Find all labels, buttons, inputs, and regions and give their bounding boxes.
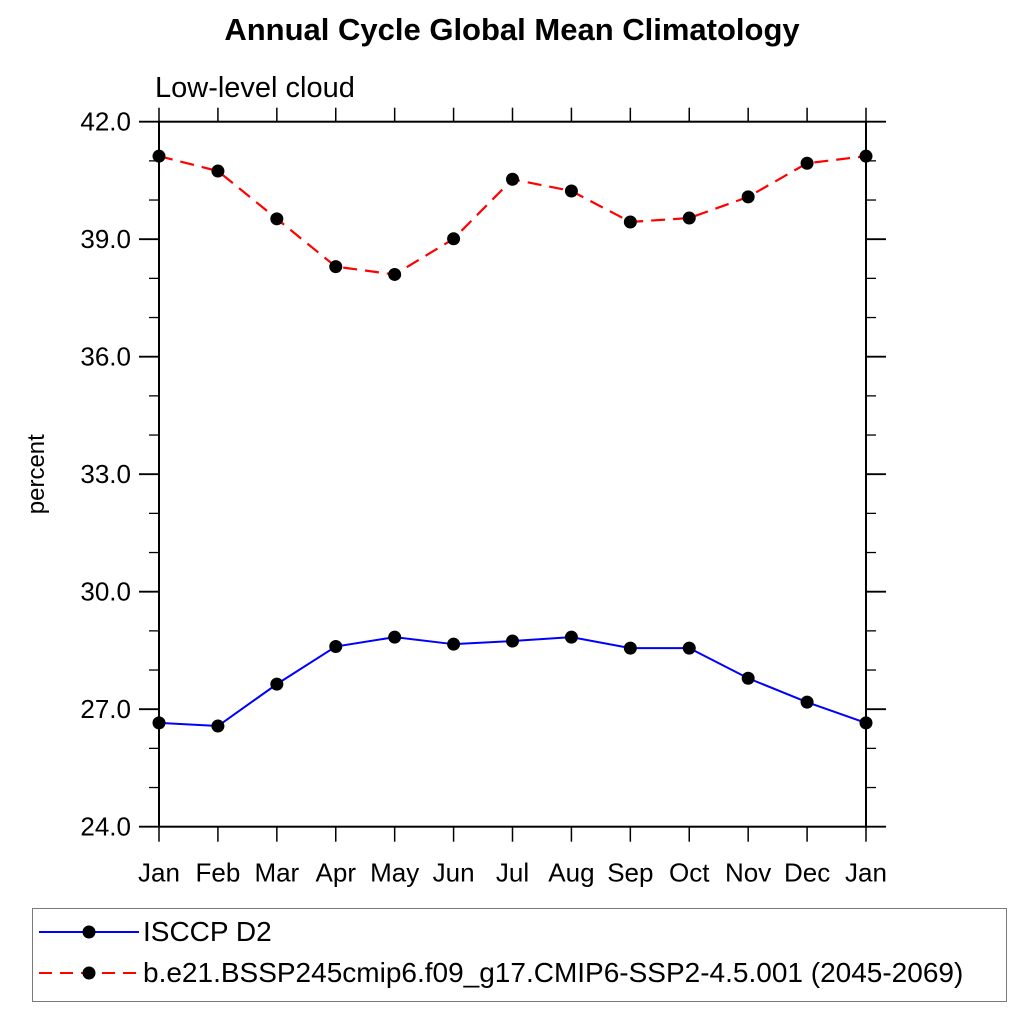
data-point-marker bbox=[388, 267, 402, 281]
data-point-marker bbox=[447, 232, 461, 246]
x-axis-tick-label: Mar bbox=[254, 858, 299, 888]
y-axis-tick-label: 27.0 bbox=[80, 694, 131, 724]
legend-label-model: b.e21.BSSP245cmip6.f09_g17.CMIP6-SSP2-4.… bbox=[143, 957, 964, 988]
data-point-marker bbox=[800, 156, 814, 170]
legend-label-isccp: ISCCP D2 bbox=[143, 916, 272, 947]
legend-sample-solid-line bbox=[39, 925, 139, 939]
x-axis-tick-label: Dec bbox=[784, 858, 830, 888]
x-axis-tick-label: Feb bbox=[196, 858, 241, 888]
data-point-marker bbox=[270, 212, 284, 226]
x-axis-tick-label: Apr bbox=[316, 858, 357, 888]
series-line-0 bbox=[158, 636, 867, 728]
legend-marker-dot bbox=[82, 925, 96, 939]
x-axis-tick-label: Jan bbox=[845, 858, 887, 888]
data-point-marker bbox=[623, 641, 637, 655]
chart-title: Annual Cycle Global Mean Climatology bbox=[224, 12, 800, 47]
legend: ISCCP D2 b.e21.BSSP245cmip6.f09_g17.CMIP… bbox=[32, 908, 1007, 1002]
x-axis-tick-label: Jul bbox=[496, 858, 529, 888]
x-axis-tick-label: Sep bbox=[607, 858, 653, 888]
data-point-marker bbox=[506, 634, 519, 648]
legend-marker-dot bbox=[82, 966, 96, 980]
data-point-marker bbox=[800, 695, 814, 709]
data-point-marker bbox=[859, 716, 873, 730]
data-point-marker bbox=[211, 164, 225, 178]
x-axis-tick-label: Oct bbox=[669, 858, 710, 888]
y-axis-tick-label: 33.0 bbox=[80, 459, 131, 489]
data-point-marker bbox=[211, 719, 225, 733]
y-axis-tick-label: 24.0 bbox=[80, 812, 131, 842]
data-point-marker bbox=[623, 215, 637, 229]
x-axis-tick-label: Nov bbox=[725, 858, 771, 888]
data-point-marker bbox=[564, 630, 578, 644]
data-point-marker bbox=[741, 190, 755, 204]
legend-item-isccp: ISCCP D2 bbox=[37, 917, 272, 947]
x-axis-tick-label: May bbox=[370, 858, 419, 888]
y-axis-tick-label: 30.0 bbox=[80, 577, 131, 607]
data-point-marker bbox=[447, 637, 461, 651]
data-point-marker bbox=[682, 211, 696, 225]
y-axis-tick-label: 42.0 bbox=[80, 107, 131, 137]
data-point-marker bbox=[388, 630, 402, 644]
data-point-marker bbox=[859, 149, 873, 163]
y-axis-tick-label: 39.0 bbox=[80, 224, 131, 254]
data-point-marker bbox=[270, 677, 284, 691]
y-axis-tick-label: 36.0 bbox=[80, 342, 131, 372]
data-point-marker bbox=[329, 640, 343, 654]
data-point-marker bbox=[506, 172, 519, 186]
legend-sample-dashed-line bbox=[39, 966, 139, 980]
data-point-marker bbox=[682, 641, 696, 655]
legend-item-model: b.e21.BSSP245cmip6.f09_g17.CMIP6-SSP2-4.… bbox=[37, 958, 963, 988]
data-point-marker bbox=[152, 716, 166, 730]
data-point-marker bbox=[741, 671, 755, 685]
data-point-marker bbox=[329, 260, 343, 274]
x-axis-tick-label: Jan bbox=[138, 858, 180, 888]
data-point-marker bbox=[564, 184, 578, 198]
plot-border bbox=[158, 120, 867, 828]
x-axis-tick-label: Aug bbox=[548, 858, 594, 888]
data-point-marker bbox=[152, 149, 166, 163]
chart-subtitle: Low-level cloud bbox=[155, 72, 355, 104]
y-axis-label: percent bbox=[23, 434, 50, 514]
x-axis-tick-label: Jun bbox=[433, 858, 475, 888]
